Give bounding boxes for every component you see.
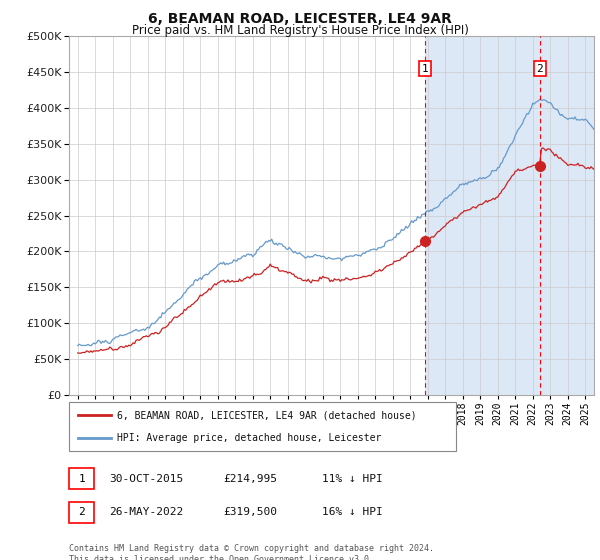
Text: £214,995: £214,995 bbox=[223, 474, 277, 484]
Text: 16% ↓ HPI: 16% ↓ HPI bbox=[322, 507, 383, 517]
Text: 6, BEAMAN ROAD, LEICESTER, LE4 9AR (detached house): 6, BEAMAN ROAD, LEICESTER, LE4 9AR (deta… bbox=[117, 410, 416, 421]
Text: 30-OCT-2015: 30-OCT-2015 bbox=[109, 474, 184, 484]
Text: 1: 1 bbox=[78, 474, 85, 484]
Text: 11% ↓ HPI: 11% ↓ HPI bbox=[322, 474, 383, 484]
Text: £319,500: £319,500 bbox=[223, 507, 277, 517]
Text: 1: 1 bbox=[421, 64, 428, 74]
Bar bbox=[425, 36, 594, 395]
Text: Contains HM Land Registry data © Crown copyright and database right 2024.
This d: Contains HM Land Registry data © Crown c… bbox=[69, 544, 434, 560]
Text: 26-MAY-2022: 26-MAY-2022 bbox=[109, 507, 184, 517]
Text: 2: 2 bbox=[536, 64, 543, 74]
Text: 2: 2 bbox=[78, 507, 85, 517]
Text: 6, BEAMAN ROAD, LEICESTER, LE4 9AR: 6, BEAMAN ROAD, LEICESTER, LE4 9AR bbox=[148, 12, 452, 26]
Text: HPI: Average price, detached house, Leicester: HPI: Average price, detached house, Leic… bbox=[117, 433, 382, 444]
Text: Price paid vs. HM Land Registry's House Price Index (HPI): Price paid vs. HM Land Registry's House … bbox=[131, 24, 469, 36]
